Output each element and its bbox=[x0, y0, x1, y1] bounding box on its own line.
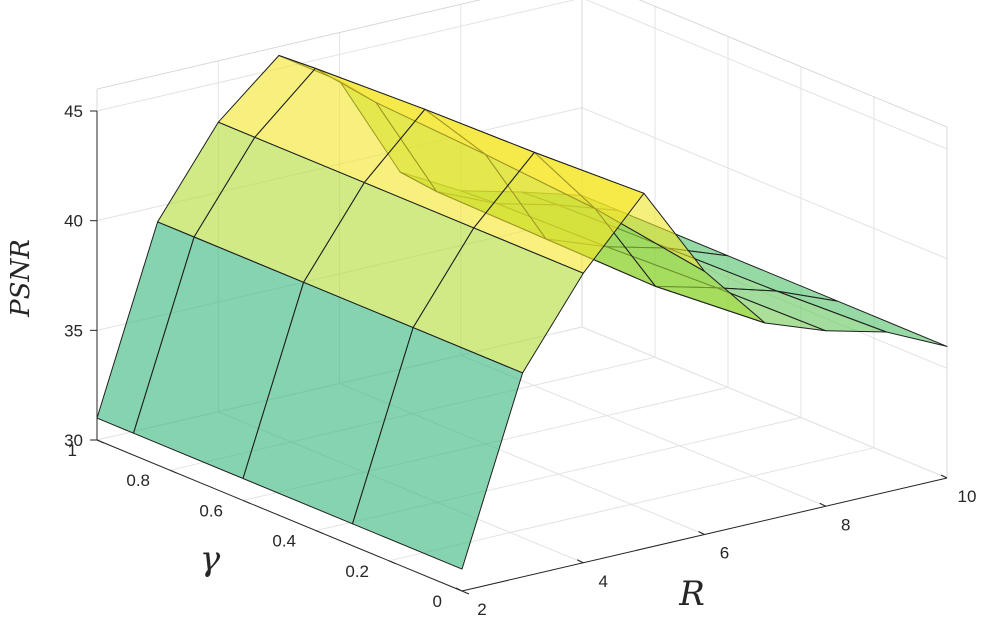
box-edge bbox=[96, 0, 482, 90]
axes: 30 35 40 45 0 0.2 0.4 0.6 0.8 1 2 4 6 8 10 PSNR γ R bbox=[6, 102, 976, 619]
z-tick-label: 45 bbox=[64, 102, 83, 121]
r-tick-label: 2 bbox=[477, 600, 486, 619]
gamma-tick-mark bbox=[315, 530, 324, 535]
grid-line bbox=[581, 107, 948, 260]
gamma-axis-line bbox=[96, 439, 463, 592]
gamma-tick-mark bbox=[96, 439, 105, 444]
gamma-tick-label: 0 bbox=[433, 592, 442, 611]
gamma-tick-label: 0.6 bbox=[199, 501, 223, 520]
grid-line bbox=[460, 354, 826, 507]
grid-line bbox=[581, 326, 948, 479]
r-tick-mark bbox=[698, 531, 705, 535]
gamma-tick-label: 0.8 bbox=[126, 471, 150, 490]
gamma-tick-mark bbox=[461, 590, 470, 595]
r-tick-mark bbox=[577, 559, 584, 564]
gamma-tick-mark bbox=[169, 469, 178, 474]
gamma-tick-mark bbox=[242, 499, 251, 504]
box-edge bbox=[638, 0, 948, 128]
r-tick-label: 6 bbox=[720, 544, 729, 563]
z-tick-label: 40 bbox=[64, 212, 83, 231]
surface bbox=[96, 55, 948, 570]
gamma-tick-mark bbox=[388, 560, 397, 565]
r-tick-label: 4 bbox=[599, 572, 608, 591]
r-tick-label: 8 bbox=[841, 515, 850, 534]
gamma-axis-title: γ bbox=[200, 539, 221, 579]
grid-line bbox=[96, 0, 576, 112]
gamma-tick-label: 1 bbox=[68, 441, 77, 460]
grid-line bbox=[585, 0, 948, 150]
z-axis-title: PSNR bbox=[6, 239, 36, 318]
z-tick-label: 35 bbox=[64, 321, 83, 340]
r-tick-label: 10 bbox=[958, 487, 977, 506]
gamma-tick-label: 0.2 bbox=[345, 562, 369, 581]
gamma-tick-label: 0.4 bbox=[272, 532, 296, 551]
surface-patch bbox=[352, 327, 524, 570]
r-axis-title: R bbox=[678, 574, 705, 614]
r-tick-mark bbox=[940, 474, 948, 479]
r-tick-mark bbox=[819, 502, 826, 507]
z-tick-label: 30 bbox=[64, 431, 83, 450]
r-tick-mark bbox=[455, 587, 463, 592]
